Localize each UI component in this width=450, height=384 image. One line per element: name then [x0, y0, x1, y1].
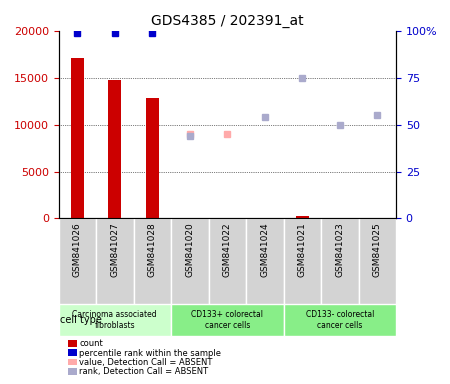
Text: GSM841020: GSM841020 [185, 223, 194, 278]
FancyBboxPatch shape [171, 218, 208, 304]
Text: CD133- colorectal
cancer cells: CD133- colorectal cancer cells [306, 310, 374, 330]
Text: GSM841026: GSM841026 [73, 223, 82, 278]
FancyBboxPatch shape [359, 218, 396, 304]
FancyBboxPatch shape [134, 218, 171, 304]
Text: value, Detection Call = ABSENT: value, Detection Call = ABSENT [79, 358, 212, 367]
Bar [71, 58, 84, 218]
Bar [68, 340, 77, 347]
Bar [68, 359, 77, 366]
Text: GSM841027: GSM841027 [110, 223, 119, 278]
Bar [68, 368, 77, 375]
Text: GSM841022: GSM841022 [223, 223, 232, 277]
Bar [108, 79, 122, 218]
Bar [146, 98, 159, 218]
FancyBboxPatch shape [246, 218, 284, 304]
Text: GSM841021: GSM841021 [298, 223, 307, 278]
FancyBboxPatch shape [58, 218, 96, 304]
Text: CD133+ colorectal
cancer cells: CD133+ colorectal cancer cells [191, 310, 263, 330]
Text: GSM841028: GSM841028 [148, 223, 157, 278]
Text: GSM841023: GSM841023 [335, 223, 344, 278]
Text: GSM841024: GSM841024 [260, 223, 269, 277]
Title: GDS4385 / 202391_at: GDS4385 / 202391_at [151, 14, 304, 28]
Bar [68, 349, 77, 356]
FancyBboxPatch shape [284, 218, 321, 304]
Text: Carcinoma associated
fibroblasts: Carcinoma associated fibroblasts [72, 310, 157, 330]
Bar [296, 216, 309, 218]
FancyBboxPatch shape [96, 218, 134, 304]
Text: GSM841025: GSM841025 [373, 223, 382, 278]
Text: percentile rank within the sample: percentile rank within the sample [79, 349, 221, 358]
Text: count: count [79, 339, 103, 348]
FancyBboxPatch shape [208, 218, 246, 304]
FancyBboxPatch shape [284, 304, 396, 336]
Text: rank, Detection Call = ABSENT: rank, Detection Call = ABSENT [79, 367, 208, 376]
FancyBboxPatch shape [171, 304, 284, 336]
Text: cell type: cell type [60, 315, 102, 325]
FancyBboxPatch shape [58, 304, 171, 336]
FancyBboxPatch shape [321, 218, 359, 304]
